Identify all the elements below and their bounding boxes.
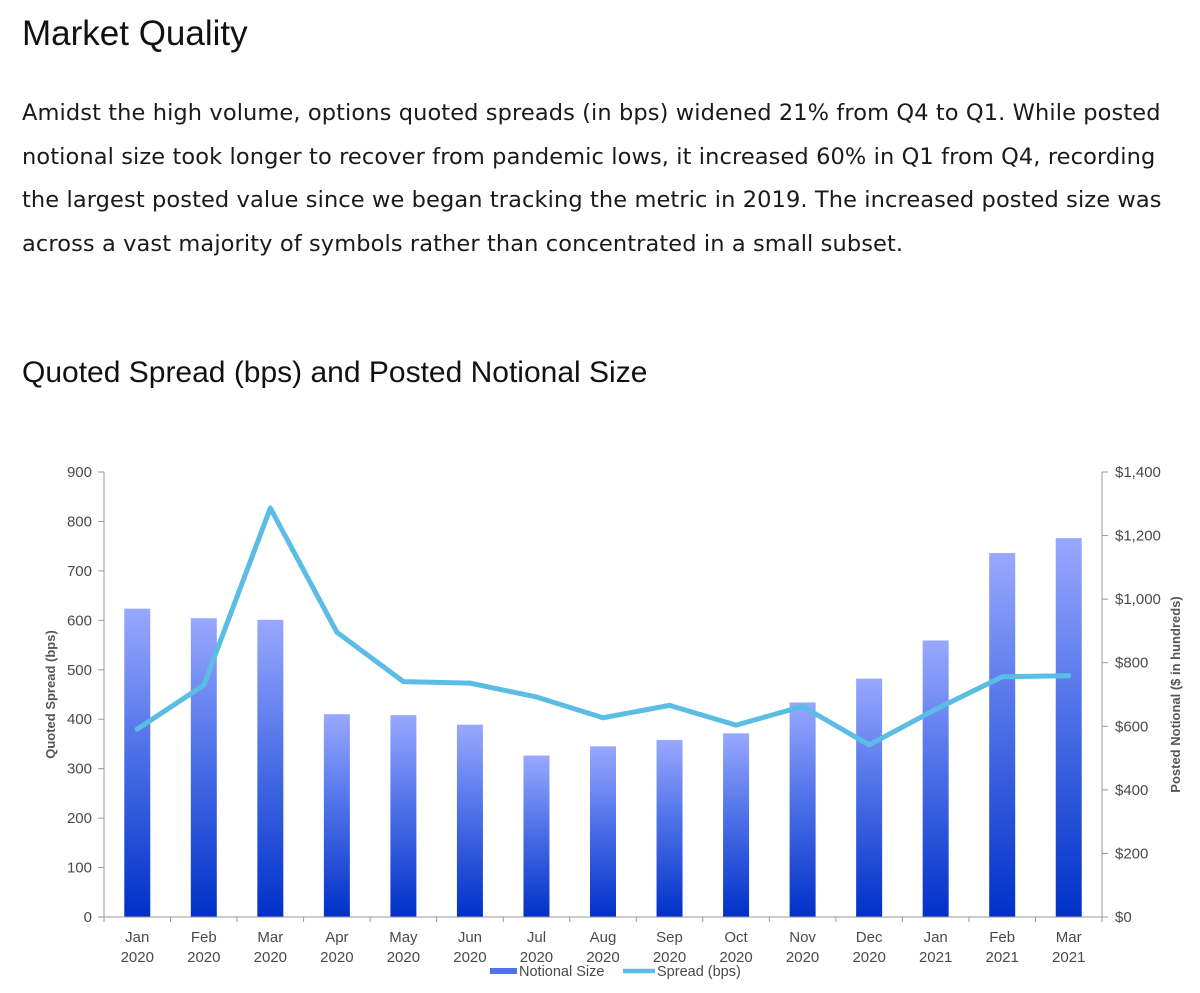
spread-point-3	[334, 629, 340, 635]
x-label-year-11: 2020	[852, 949, 885, 966]
bar-5	[456, 724, 483, 917]
x-label-year-2: 2020	[254, 949, 287, 966]
x-label-year-7: 2020	[586, 949, 619, 966]
x-label-month-6: Jul	[527, 929, 546, 946]
left-tick-label-9: 900	[67, 464, 92, 481]
x-label-month-5: Jun	[458, 929, 482, 946]
x-label-year-13: 2021	[986, 949, 1019, 966]
spread-point-2	[267, 505, 273, 511]
right-tick-label-2: $400	[1115, 782, 1148, 799]
x-label-year-14: 2021	[1052, 949, 1085, 966]
x-label-month-0: Jan	[125, 929, 149, 946]
x-label-month-14: Mar	[1056, 929, 1082, 946]
right-tick-label-4: $800	[1115, 655, 1148, 672]
bar-6	[523, 755, 550, 917]
spread-point-5	[467, 680, 473, 686]
spread-point-9	[733, 722, 739, 728]
bar-14	[1055, 538, 1082, 917]
right-tick-label-3: $600	[1115, 718, 1148, 735]
x-label-year-5: 2020	[453, 949, 486, 966]
left-tick-label-1: 100	[67, 860, 92, 877]
spread-point-13	[999, 674, 1005, 680]
left-tick-label-5: 500	[67, 662, 92, 679]
x-label-month-4: May	[389, 929, 418, 946]
spread-point-0	[134, 726, 140, 732]
bar-12	[922, 640, 949, 917]
spread-point-8	[667, 702, 673, 708]
spread-point-11	[866, 742, 872, 748]
spread-point-4	[400, 679, 406, 685]
spread-point-12	[933, 706, 939, 712]
bar-7	[590, 746, 616, 917]
left-tick-label-0: 0	[84, 909, 92, 926]
bar-0	[124, 608, 151, 917]
x-label-month-13: Feb	[989, 929, 1015, 946]
x-label-month-11: Dec	[856, 929, 883, 946]
chart-legend: Notional Size Spread (bps)	[490, 964, 741, 980]
x-axis-labels: Jan 2020 Feb 2020 Mar 2020 Apr 2020 May 2020 Jun 20…	[103, 917, 1103, 966]
x-label-month-10: Nov	[789, 929, 816, 946]
x-label-year-10: 2020	[786, 949, 819, 966]
bar-9	[723, 733, 750, 917]
intro-paragraph: Amidst the high volume, options quoted s…	[22, 100, 1162, 257]
bar-10	[789, 702, 816, 917]
spread-point-14	[1066, 673, 1072, 679]
x-label-year-1: 2020	[187, 949, 220, 966]
x-label-year-12: 2021	[919, 949, 952, 966]
x-label-year-6: 2020	[520, 949, 553, 966]
spread-point-6	[533, 694, 539, 700]
right-tick-label-1: $200	[1115, 845, 1148, 862]
left-tick-label-3: 300	[67, 761, 92, 778]
bar-4	[390, 715, 417, 917]
left-tick-label-4: 400	[67, 711, 92, 728]
x-label-month-12: Jan	[924, 929, 948, 946]
legend-label-spread: Spread (bps)	[657, 964, 741, 980]
legend-swatch-notional	[490, 968, 517, 974]
x-label-year-4: 2020	[387, 949, 420, 966]
x-label-month-7: Aug	[590, 929, 617, 946]
x-label-year-3: 2020	[320, 949, 353, 966]
bar-11	[856, 678, 883, 917]
left-tick-label-2: 200	[67, 810, 92, 827]
bar-8	[656, 739, 683, 917]
x-label-month-1: Feb	[191, 929, 217, 946]
right-tick-label-6: $1,200	[1115, 528, 1161, 545]
spread-point-7	[600, 715, 606, 721]
x-label-year-9: 2020	[719, 949, 752, 966]
page-title: Market Quality	[22, 14, 248, 53]
spread-point-1	[201, 682, 207, 688]
right-tick-label-5: $1,000	[1115, 591, 1161, 608]
right-tick-label-0: $0	[1115, 909, 1132, 926]
notional-bars	[124, 538, 1082, 917]
spread-line-layer	[134, 505, 1072, 748]
x-label-month-8: Sep	[656, 929, 683, 946]
spread-point-10	[800, 703, 806, 709]
legend-label-notional: Notional Size	[519, 964, 604, 980]
chart-heading: Quoted Spread (bps) and Posted Notional …	[22, 356, 648, 389]
x-label-year-8: 2020	[653, 949, 686, 966]
combo-chart: 0 100 200 300 400 500 600 700 800 900 $0 $200 $400 $6…	[43, 464, 1183, 980]
bar-13	[989, 553, 1016, 917]
right-tick-label-7: $1,400	[1115, 464, 1161, 481]
bar-3	[323, 714, 350, 917]
x-label-year-0: 2020	[121, 949, 154, 966]
left-tick-label-6: 600	[67, 612, 92, 629]
left-tick-label-8: 800	[67, 513, 92, 530]
right-axis-title: Posted Notional ($ in hundreds)	[1168, 596, 1183, 792]
x-label-month-2: Mar	[257, 929, 283, 946]
x-label-month-9: Oct	[724, 929, 748, 946]
chart-axes: 0 100 200 300 400 500 600 700 800 900 $0 $200 $400 $6…	[43, 464, 1183, 926]
bar-2	[257, 619, 284, 917]
x-label-month-3: Apr	[325, 929, 348, 946]
left-axis-title: Quoted Spread (bps)	[43, 630, 58, 759]
left-tick-label-7: 700	[67, 563, 92, 580]
